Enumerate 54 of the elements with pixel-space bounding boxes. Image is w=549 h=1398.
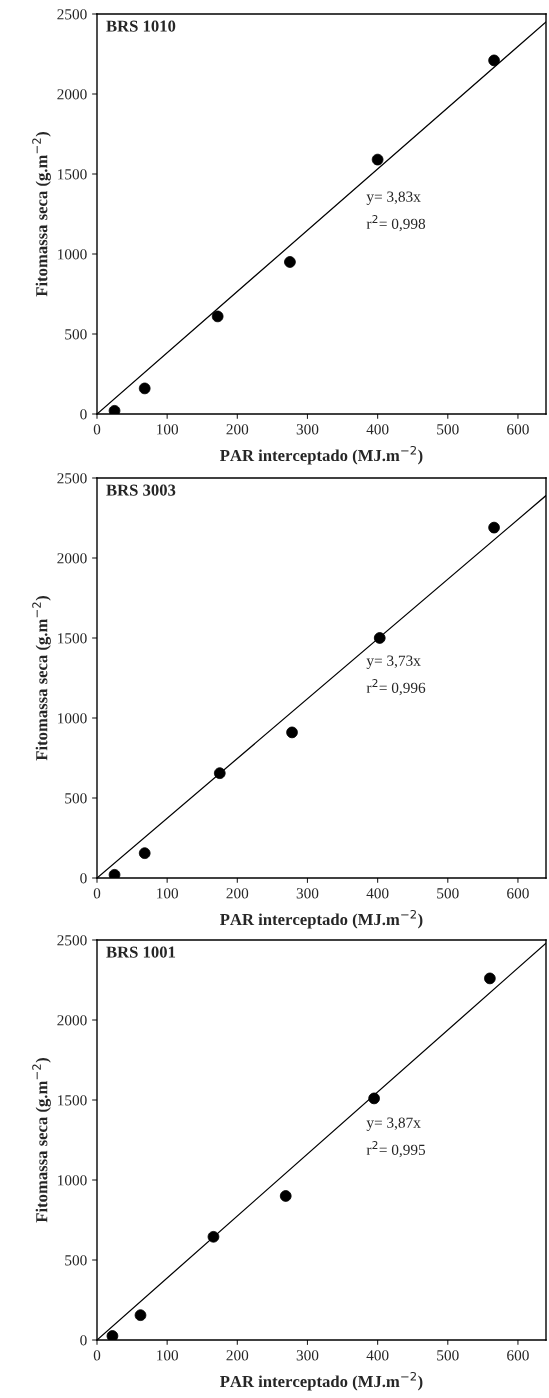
x-axis-title: PAR interceptado (MJ.m$^{−2}$) bbox=[220, 1371, 423, 1391]
y-tick-label: 2500 bbox=[57, 935, 87, 946]
x-tick-label: 0 bbox=[93, 888, 101, 899]
annotation: y= 3,87x bbox=[366, 1117, 421, 1131]
annotation: r$^{2}$= 0,998 bbox=[366, 215, 426, 232]
x-tick-label: 0 bbox=[93, 424, 101, 435]
y-tick-label: 500 bbox=[65, 329, 87, 340]
x-tick-label: 200 bbox=[226, 424, 249, 435]
x-tick-label: 600 bbox=[507, 1350, 529, 1361]
y-tick-label: 1000 bbox=[58, 1175, 87, 1186]
chart-title: BRS 1010 bbox=[106, 20, 176, 32]
x-tick-label: 100 bbox=[157, 1350, 179, 1361]
x-tick-label: 100 bbox=[157, 424, 179, 435]
x-tick-label: 200 bbox=[226, 888, 249, 899]
annotation: r$^{2}$= 0,996 bbox=[366, 679, 426, 696]
y-tick-label: 2000 bbox=[57, 553, 87, 564]
y-axis-title: Fitomassa seca (g.m$^{−2}$) bbox=[32, 596, 51, 761]
x-tick-label: 300 bbox=[296, 888, 319, 899]
y-tick-label: 500 bbox=[65, 793, 87, 804]
y-tick-label: 1500 bbox=[58, 1095, 87, 1106]
y-tick-label: 2500 bbox=[57, 473, 87, 484]
chart-title: BRS 3003 bbox=[106, 484, 176, 496]
annotation: y= 3,73x bbox=[366, 655, 421, 669]
y-tick-label: 500 bbox=[65, 1255, 87, 1266]
x-tick-label: 500 bbox=[437, 1350, 459, 1361]
x-tick-label: 400 bbox=[366, 1350, 389, 1361]
x-axis-title: PAR interceptado (MJ.m$^{−2}$) bbox=[220, 909, 423, 929]
x-tick-label: 400 bbox=[366, 888, 389, 899]
y-tick-label: 1000 bbox=[58, 249, 87, 260]
y-tick-label: 2000 bbox=[57, 89, 87, 100]
x-tick-label: 600 bbox=[507, 424, 529, 435]
y-tick-label: 2500 bbox=[57, 9, 87, 20]
y-tick-label: 0 bbox=[80, 1335, 87, 1346]
x-tick-label: 0 bbox=[93, 1350, 101, 1361]
x-tick-label: 300 bbox=[296, 424, 319, 435]
x-tick-label: 300 bbox=[296, 1350, 319, 1361]
annotation: r$^{2}$= 0,995 bbox=[366, 1141, 426, 1158]
y-tick-label: 1000 bbox=[58, 713, 87, 724]
y-axis-title: Fitomassa seca (g.m$^{−2}$) bbox=[32, 1058, 51, 1223]
y-tick-label: 1500 bbox=[58, 169, 87, 180]
x-axis-title: PAR interceptado (MJ.m$^{−2}$) bbox=[220, 445, 423, 465]
annotation: y= 3,83x bbox=[366, 191, 421, 205]
y-tick-label: 0 bbox=[80, 873, 87, 884]
y-tick-label: 1500 bbox=[58, 633, 87, 644]
y-tick-label: 0 bbox=[80, 409, 87, 420]
chart-title: BRS 1001 bbox=[106, 946, 176, 958]
x-tick-label: 500 bbox=[437, 888, 459, 899]
x-tick-label: 200 bbox=[226, 1350, 249, 1361]
x-tick-label: 500 bbox=[437, 424, 459, 435]
x-tick-label: 600 bbox=[507, 888, 529, 899]
y-axis-title: Fitomassa seca (g.m$^{−2}$) bbox=[32, 132, 51, 297]
x-tick-label: 400 bbox=[366, 424, 389, 435]
y-tick-label: 2000 bbox=[57, 1015, 87, 1026]
x-tick-label: 100 bbox=[157, 888, 179, 899]
